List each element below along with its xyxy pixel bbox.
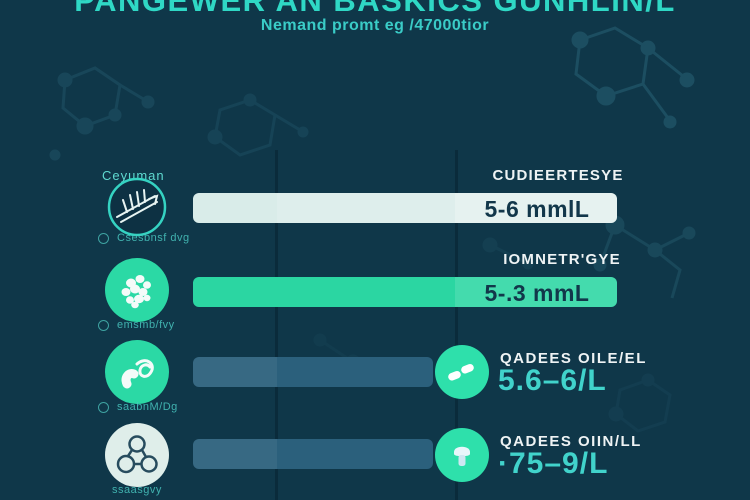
bar-segment: [455, 277, 617, 307]
bar-segment: [455, 193, 617, 223]
pills-icon: [448, 363, 474, 381]
row-caption: saabnM/Dg: [117, 401, 178, 413]
mushroom-icon: [454, 446, 470, 466]
bar-segment: [277, 193, 455, 223]
page-title: PANGEWER AN BASKICS GUNHLIN/L: [74, 0, 676, 18]
bullet-icon: [98, 233, 109, 244]
bar-segment: [193, 357, 277, 387]
row-caption: ssaasgvy: [112, 484, 162, 496]
bullet-icon: [98, 320, 109, 331]
intestine-icon: [105, 340, 169, 404]
boat-icon: [107, 177, 167, 237]
bar-row-2: [193, 277, 617, 307]
value-badge-circle: [435, 428, 489, 482]
bar-row-1: [193, 193, 617, 223]
row-heading: QADEES OIIN/LL: [500, 433, 642, 450]
row-value: ·75–9/L: [498, 447, 609, 480]
value-badge-circle: [435, 345, 489, 399]
bar-segment: [193, 439, 277, 469]
cells-icon: [105, 258, 169, 322]
row-caption: Csesbnsf dvg: [117, 232, 190, 244]
row-value: 5.6–6/L: [498, 364, 607, 397]
page-subtitle: Nemand promt eg /47000tior: [260, 17, 490, 34]
molecule-icon: [105, 423, 169, 487]
row-heading: CUDIEERTESYE: [492, 167, 624, 184]
icon-label: Ceyuman: [102, 168, 165, 183]
bar-value: 5-6 mmlL: [484, 196, 590, 222]
bar-value: 5-.3 mmL: [484, 280, 590, 306]
row-heading: QADEES OILE/EL: [500, 350, 647, 367]
bar-row-4: [193, 439, 433, 469]
bullet-icon: [98, 402, 109, 413]
bar-row-3: [193, 357, 433, 387]
row-caption: emsmb/fvy: [117, 319, 175, 331]
grid-line-vertical-2: [455, 150, 458, 500]
row-heading: IOMNETR'GYE: [503, 251, 621, 268]
grid-line-vertical-1: [275, 150, 278, 500]
